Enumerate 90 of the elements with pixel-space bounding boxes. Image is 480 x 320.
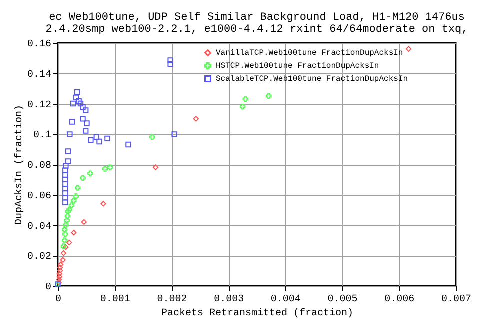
point xyxy=(62,186,68,192)
point xyxy=(56,277,62,283)
y-tick-label: 0.06 xyxy=(27,191,52,202)
point xyxy=(62,190,68,196)
chart-subtitle: 2.4.20smp web100-2.2.1, e1000-4.4.12 rxint 64/64moderate on txq, xyxy=(46,24,468,36)
point xyxy=(96,138,102,145)
point xyxy=(266,93,272,99)
point xyxy=(104,136,110,142)
point xyxy=(62,181,68,188)
point xyxy=(152,164,159,170)
y-tick-label: 0.12 xyxy=(27,100,52,112)
point xyxy=(64,213,71,219)
y-tick-label: 0.14 xyxy=(27,70,52,81)
point xyxy=(80,116,86,122)
point xyxy=(70,100,76,107)
x-axis-title: Packets Retransmitted (fraction) xyxy=(161,308,354,320)
point xyxy=(172,132,178,138)
point xyxy=(126,142,132,148)
point xyxy=(406,46,412,52)
y-tick-label: 0.04 xyxy=(27,222,52,233)
point xyxy=(150,134,156,140)
point xyxy=(57,268,64,274)
y-tick-label: 0 xyxy=(45,282,52,294)
point xyxy=(63,244,69,250)
point xyxy=(75,185,81,191)
point xyxy=(60,244,67,250)
point xyxy=(240,104,246,110)
point xyxy=(62,226,68,233)
point xyxy=(71,198,77,204)
point xyxy=(71,230,77,236)
point xyxy=(64,218,70,224)
point xyxy=(168,61,174,68)
x-tick-label: 0.003 xyxy=(214,294,244,306)
point xyxy=(63,222,69,228)
chart-title: ec Web100tune, UDP Self Similar Background Load, H1-M120 1476us xyxy=(49,12,465,24)
point xyxy=(56,274,63,280)
point xyxy=(76,98,82,104)
point xyxy=(84,120,90,126)
point xyxy=(100,201,106,207)
point xyxy=(73,94,80,101)
point xyxy=(65,148,72,154)
point xyxy=(62,172,68,178)
point xyxy=(66,240,72,246)
point xyxy=(65,158,72,164)
y-tick-label: 0.08 xyxy=(27,161,52,172)
point xyxy=(62,176,68,183)
point xyxy=(168,58,174,64)
point xyxy=(62,200,68,206)
point xyxy=(193,116,200,122)
point xyxy=(107,164,114,170)
point xyxy=(78,100,84,107)
point xyxy=(68,202,74,208)
x-tick-label: 0.006 xyxy=(384,294,415,306)
point xyxy=(62,168,68,174)
point xyxy=(83,108,89,114)
y-tick-label: 0.02 xyxy=(27,252,52,264)
point xyxy=(81,219,87,226)
x-tick-label: 0.001 xyxy=(100,294,130,306)
x-tick-label: 0.005 xyxy=(328,294,358,306)
point xyxy=(74,90,80,96)
x-tick-label: 0.007 xyxy=(441,294,472,306)
point xyxy=(88,170,94,176)
y-tick-label: 0.16 xyxy=(27,40,52,50)
point xyxy=(242,96,248,102)
y-axis-title: DupAcksIn (fraction) xyxy=(13,104,26,226)
point xyxy=(94,134,100,140)
point xyxy=(88,137,94,144)
legend-label: HSTCP.Web100tune FractionDupAcksIn xyxy=(216,62,380,71)
y-tick-label: 0.1 xyxy=(33,130,52,142)
point xyxy=(60,257,66,264)
point xyxy=(62,238,68,244)
legend-label: ScalableTCP.Web100tune FractionDupAcksIn xyxy=(216,75,408,84)
point xyxy=(62,232,68,238)
x-tick-label: 0.002 xyxy=(157,294,188,306)
point xyxy=(63,163,69,169)
point xyxy=(83,128,89,134)
point xyxy=(73,194,80,200)
point xyxy=(67,132,73,138)
point xyxy=(80,104,86,110)
x-tick-label: 0 xyxy=(55,294,62,306)
point xyxy=(62,195,68,201)
point xyxy=(57,264,64,271)
point xyxy=(80,175,86,182)
point xyxy=(102,166,108,172)
legend-label: VanillaTCP.Web100tune FractionDupAcksIn xyxy=(216,49,404,58)
point xyxy=(58,262,64,268)
x-tick-label: 0.004 xyxy=(270,294,301,306)
point xyxy=(60,250,67,256)
point xyxy=(56,271,63,277)
point xyxy=(69,119,76,125)
